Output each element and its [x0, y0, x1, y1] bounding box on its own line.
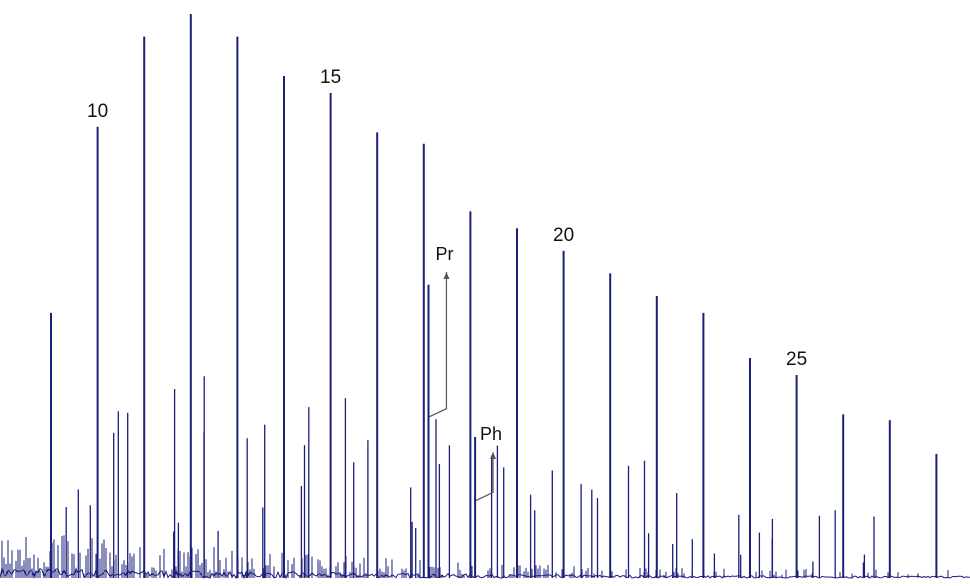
- peak-label: 20: [553, 225, 574, 246]
- peak-label: 10: [87, 101, 108, 122]
- annotation-arrow: [475, 452, 494, 501]
- peak-labels: 1015202530: [87, 67, 807, 370]
- minor-peaks: [65, 376, 875, 578]
- isoprenoid-label: Pr: [435, 244, 453, 264]
- arrow-head: [443, 272, 450, 279]
- isoprenoid-annotations: Pr Ph: [429, 244, 502, 501]
- alkane-peaks: [50, 14, 938, 578]
- peak-label: 25: [786, 349, 807, 370]
- isoprenoid-label: Ph: [480, 424, 502, 444]
- annotation-arrow: [429, 272, 448, 418]
- baseline: [0, 567, 970, 580]
- isoprenoid-peaks: [427, 284, 477, 578]
- peak-label: 15: [320, 67, 341, 88]
- arrow-head: [490, 452, 497, 459]
